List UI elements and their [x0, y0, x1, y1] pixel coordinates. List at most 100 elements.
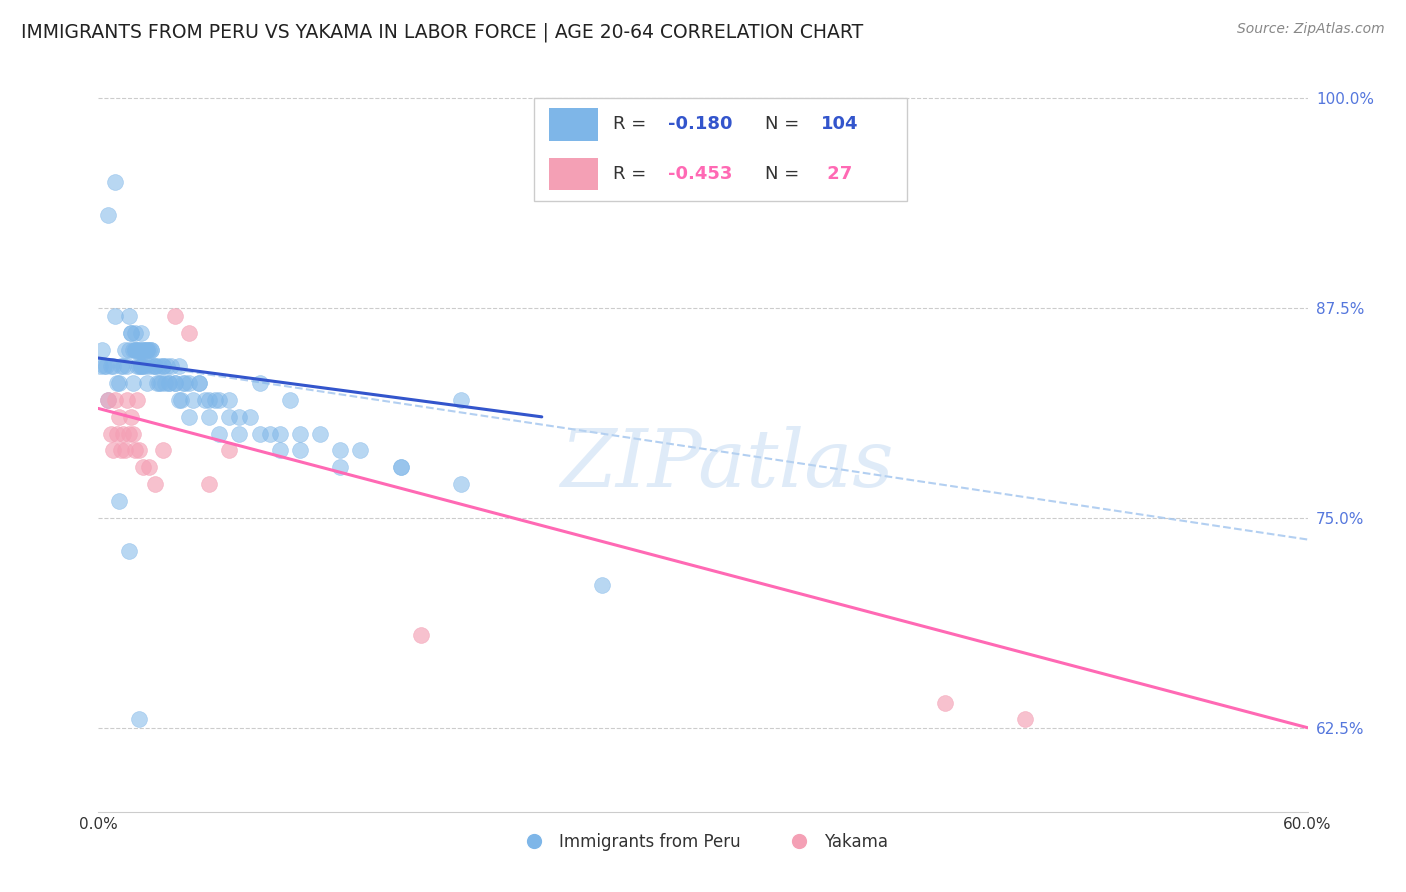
Point — [105, 376, 128, 391]
Point — [163, 376, 186, 391]
Point — [132, 343, 155, 357]
Point — [389, 460, 412, 475]
Point — [149, 376, 172, 391]
Point — [591, 578, 613, 592]
Point — [97, 392, 120, 407]
Text: Source: ZipAtlas.com: Source: ZipAtlas.com — [1237, 22, 1385, 37]
Point — [143, 359, 166, 374]
Point — [107, 409, 129, 424]
Point — [111, 426, 134, 441]
Point — [103, 309, 125, 323]
Point — [128, 343, 150, 357]
Point — [121, 343, 143, 357]
Point — [96, 359, 118, 374]
Point — [120, 409, 142, 424]
Point — [115, 359, 138, 374]
Legend: Immigrants from Peru, Yakama: Immigrants from Peru, Yakama — [510, 826, 896, 857]
Point — [139, 343, 162, 357]
Point — [152, 359, 174, 374]
Point — [124, 443, 146, 458]
Point — [129, 359, 152, 374]
Point — [128, 359, 150, 374]
Text: ZIPatlas: ZIPatlas — [561, 426, 894, 504]
Point — [218, 409, 240, 424]
Point — [110, 359, 132, 374]
Point — [278, 392, 301, 407]
Text: N =: N = — [765, 115, 806, 133]
Point — [269, 426, 291, 441]
Point — [156, 359, 179, 374]
Point — [120, 326, 142, 340]
Point — [118, 343, 141, 357]
Point — [128, 712, 150, 726]
Point — [132, 460, 155, 475]
Point — [128, 443, 150, 458]
Point — [288, 426, 311, 441]
Point — [152, 359, 174, 374]
Point — [349, 443, 371, 458]
Point — [134, 359, 156, 374]
Point — [121, 426, 143, 441]
Point — [129, 359, 152, 374]
Point — [188, 376, 211, 391]
Point — [135, 343, 157, 357]
Point — [97, 392, 120, 407]
Point — [120, 326, 142, 340]
Point — [114, 343, 136, 357]
Point — [100, 426, 122, 441]
Point — [132, 343, 155, 357]
Text: 27: 27 — [821, 164, 852, 183]
Point — [172, 376, 194, 391]
Point — [114, 443, 136, 458]
Point — [218, 443, 240, 458]
Point — [218, 392, 240, 407]
Point — [167, 392, 190, 407]
Point — [97, 208, 120, 222]
Point — [125, 392, 148, 407]
Point — [450, 477, 472, 491]
Point — [167, 359, 190, 374]
Point — [134, 343, 156, 357]
Point — [153, 376, 176, 391]
Point — [228, 426, 250, 441]
Point — [91, 343, 114, 357]
Text: R =: R = — [613, 164, 651, 183]
Text: IMMIGRANTS FROM PERU VS YAKAMA IN LABOR FORCE | AGE 20-64 CORRELATION CHART: IMMIGRANTS FROM PERU VS YAKAMA IN LABOR … — [21, 22, 863, 42]
Point — [188, 376, 211, 391]
Text: -0.180: -0.180 — [668, 115, 733, 133]
Point — [269, 443, 291, 458]
Point — [142, 359, 165, 374]
Point — [329, 443, 352, 458]
FancyBboxPatch shape — [534, 98, 907, 201]
Point — [179, 409, 201, 424]
Text: 104: 104 — [821, 115, 859, 133]
Point — [115, 392, 138, 407]
Point — [143, 359, 166, 374]
Point — [138, 359, 160, 374]
Point — [179, 326, 201, 340]
Text: N =: N = — [765, 164, 806, 183]
Point — [204, 392, 226, 407]
Point — [208, 392, 231, 407]
Point — [228, 409, 250, 424]
Text: -0.453: -0.453 — [668, 164, 733, 183]
Point — [157, 376, 180, 391]
Point — [129, 326, 152, 340]
Bar — [550, 108, 598, 141]
Point — [118, 309, 141, 323]
Point — [121, 376, 143, 391]
Point — [124, 343, 146, 357]
Point — [138, 343, 160, 357]
Point — [198, 392, 221, 407]
Point — [259, 426, 281, 441]
Point — [148, 376, 170, 391]
Point — [148, 359, 170, 374]
Point — [198, 409, 221, 424]
Point — [135, 343, 157, 357]
Point — [194, 392, 217, 407]
Point — [143, 477, 166, 491]
Point — [110, 443, 132, 458]
Point — [249, 376, 271, 391]
Point — [107, 494, 129, 508]
Point — [105, 426, 128, 441]
